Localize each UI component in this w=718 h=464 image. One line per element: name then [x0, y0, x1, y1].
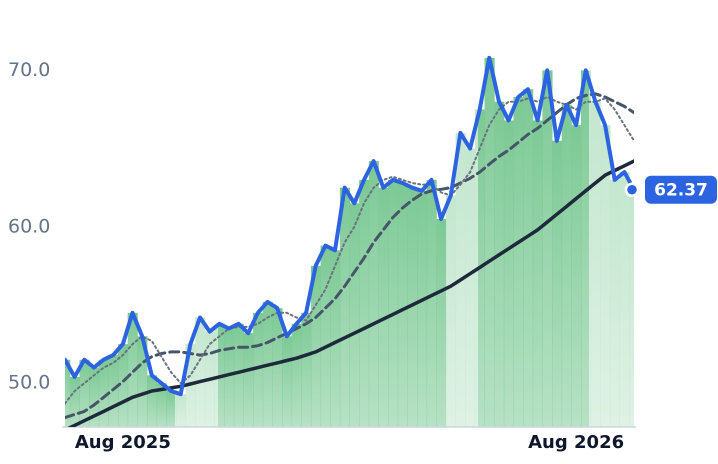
- last-point: [624, 182, 640, 197]
- area-bar: [65, 359, 71, 427]
- area-bar: [291, 323, 302, 427]
- area-bar: [552, 140, 563, 427]
- area-bar: [397, 183, 408, 427]
- area-bar: [320, 245, 331, 427]
- x-tick-label: Aug 2026: [528, 432, 624, 453]
- lines: [65, 55, 634, 427]
- area-bar: [532, 120, 543, 427]
- area-bar: [253, 312, 264, 427]
- y-tick-label: 70.0: [8, 59, 50, 81]
- area-bar: [494, 101, 505, 427]
- area-bar: [69, 376, 80, 427]
- area-bar: [426, 179, 437, 427]
- area-bar: [233, 323, 244, 427]
- area-bar: [561, 104, 572, 427]
- area-bar: [79, 359, 90, 427]
- band: [175, 0, 218, 427]
- area-bar: [98, 359, 109, 427]
- area-bar: [301, 312, 312, 427]
- area-bar: [503, 120, 514, 427]
- area-bar: [523, 89, 534, 427]
- area-bar: [146, 375, 158, 427]
- labels: 50.0 60.0 70.0 Aug 2025 Aug 2026 62.37: [8, 59, 717, 453]
- area-bar: [378, 187, 389, 427]
- area-bar: [118, 344, 129, 427]
- area-bar: [349, 203, 360, 427]
- area-bar: [339, 187, 350, 427]
- bands: [175, 0, 634, 427]
- area-bar: [127, 312, 138, 427]
- area-bar: [281, 336, 293, 427]
- band: [446, 0, 478, 427]
- area-bar: [388, 179, 399, 427]
- area-bar: [310, 265, 322, 427]
- area-bar: [571, 125, 582, 427]
- value-label: 62.37: [654, 181, 708, 201]
- area-bar: [436, 218, 447, 427]
- y-tick-label: 60.0: [8, 215, 50, 237]
- area-bar: [417, 190, 428, 427]
- value-badge: [645, 175, 717, 204]
- area-bar: [484, 57, 495, 427]
- series-line: [65, 55, 634, 397]
- area-bar: [330, 250, 341, 427]
- x-tick-label: Aug 2025: [75, 432, 171, 453]
- area-bar: [580, 70, 592, 427]
- series-line: [65, 96, 634, 405]
- band: [589, 0, 634, 427]
- area-bar: [166, 391, 177, 427]
- area-bar: [89, 367, 100, 427]
- area-bar: [137, 336, 148, 427]
- area-bar: [542, 70, 553, 427]
- area-bar: [224, 328, 235, 427]
- area-bar: [272, 308, 283, 427]
- area-bar: [156, 383, 167, 427]
- y-tick-label: 50.0: [8, 372, 50, 394]
- area-bar: [407, 187, 418, 427]
- area-bar: [368, 161, 379, 427]
- area-bar: [513, 96, 524, 427]
- series-line: [67, 159, 634, 427]
- area-bar: [359, 179, 370, 427]
- area-bar: [243, 333, 254, 427]
